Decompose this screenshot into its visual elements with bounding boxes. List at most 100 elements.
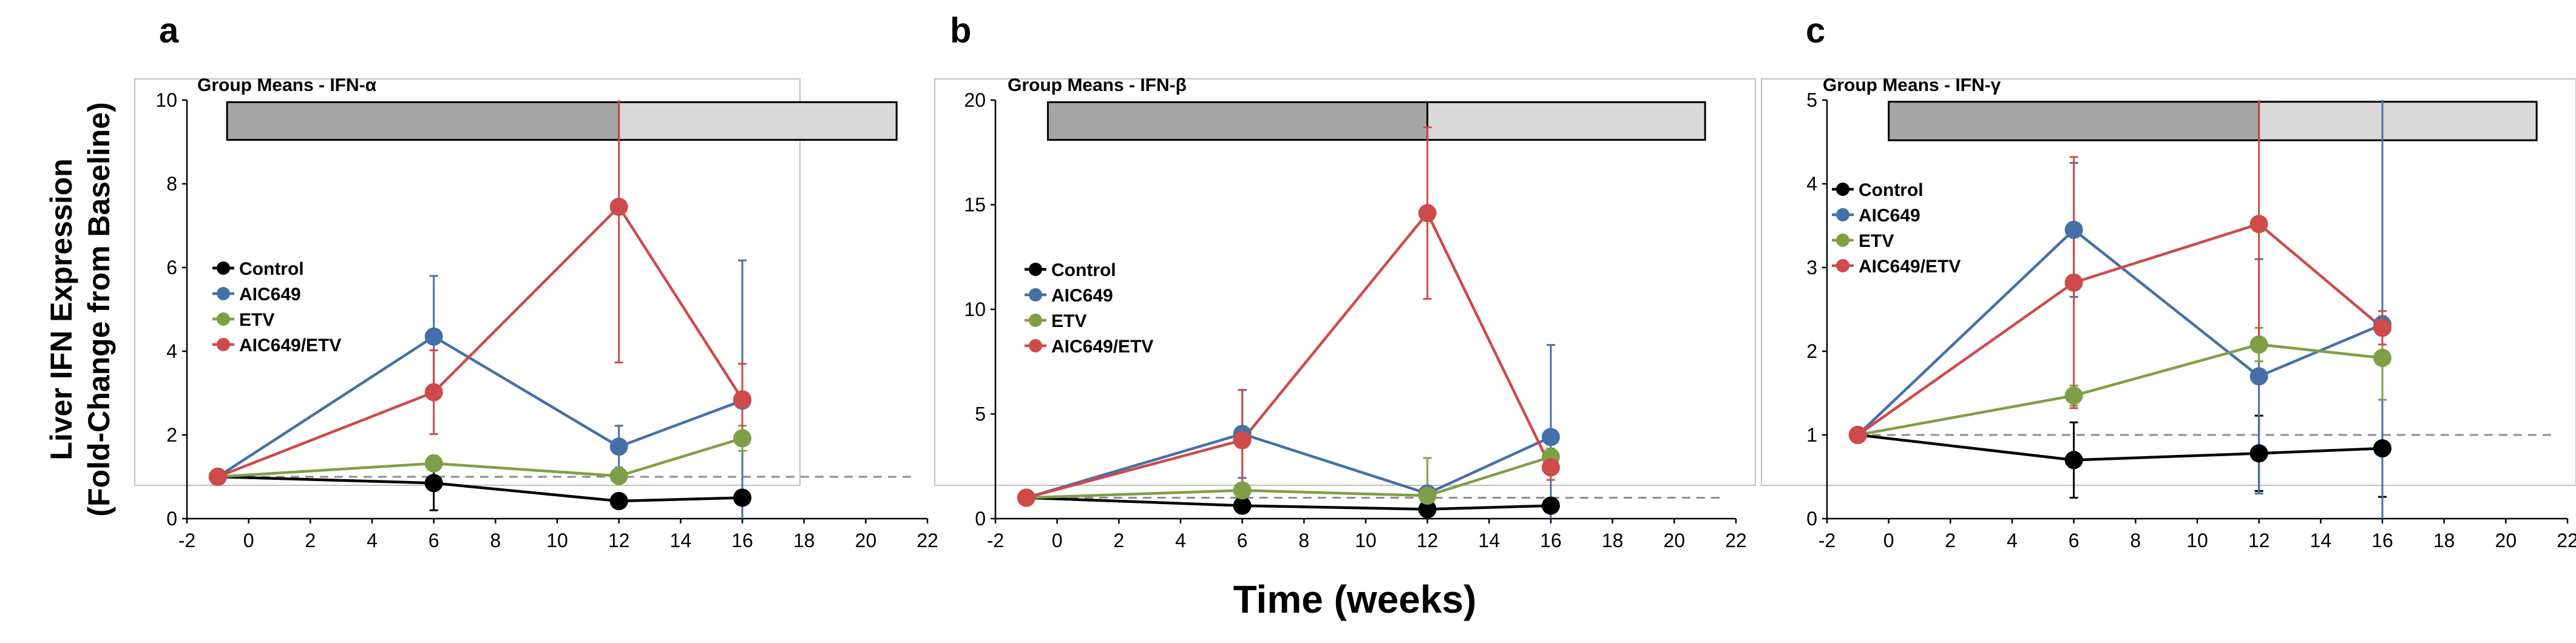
y-tick-label: 15: [964, 194, 986, 216]
x-tick-label: 6: [2069, 530, 2079, 551]
y-tick-label: 0: [166, 508, 177, 530]
series-line: [1026, 432, 1551, 499]
panel-title: Group Means - IFN-β: [1008, 75, 1187, 95]
legend-label: ETV: [239, 310, 274, 330]
y-tick-label: 3: [1806, 257, 1817, 278]
x-tick-label: 0: [243, 530, 254, 551]
data-point: [609, 197, 628, 216]
panel-title: Group Means - IFN-γ: [1823, 75, 2001, 95]
series-aic649-etv: [1026, 126, 1555, 499]
data-point: [2249, 444, 2268, 463]
series-control: [217, 455, 747, 511]
series-line: [217, 475, 743, 503]
y-tick-label: 20: [964, 89, 986, 111]
series-control: [1857, 399, 2387, 499]
series-control: [1026, 496, 1555, 513]
x-tick-label: 10: [2186, 530, 2208, 551]
series-line: [217, 335, 743, 478]
series-line: [1857, 433, 2383, 462]
data-point: [1233, 496, 1252, 515]
legend-swatch-marker: [1029, 288, 1042, 301]
markers-control: [1848, 426, 2391, 470]
data-point: [733, 488, 751, 507]
panel-frame: [1761, 78, 2576, 486]
x-tick-label: 4: [367, 530, 378, 551]
y-axis-title-line1: Liver IFN Expression: [44, 158, 78, 460]
x-tick-label: 18: [2433, 530, 2455, 551]
markers-aic649-etv: [1848, 215, 2391, 444]
data-point: [1233, 481, 1252, 500]
x-tick-label: 16: [1540, 530, 1562, 551]
data-point: [1418, 500, 1437, 519]
panel-title: Group Means - IFN-α: [197, 75, 377, 95]
treatment-bar-light: [618, 101, 898, 141]
data-point: [609, 466, 628, 485]
y-tick-label: 5: [1806, 89, 1817, 111]
x-tick-label: 14: [1479, 530, 1500, 551]
series-line: [1026, 496, 1551, 511]
x-tick-label: 20: [855, 530, 877, 551]
x-tick-label: 2: [1945, 530, 1956, 551]
treatment-bar-dark: [1888, 101, 2260, 141]
data-point: [424, 474, 443, 493]
legend-swatch-marker: [217, 312, 230, 326]
x-tick-label: 8: [1298, 530, 1309, 551]
data-point: [733, 390, 751, 409]
x-tick-label: -2: [987, 530, 1004, 551]
data-point: [1233, 431, 1252, 449]
y-tick-label: 10: [155, 89, 177, 111]
data-point: [609, 437, 628, 456]
x-tick-label: 2: [305, 530, 316, 551]
treatment-bar-dark: [226, 101, 620, 141]
legend-swatch-marker: [1029, 263, 1042, 276]
data-point: [2373, 439, 2391, 458]
x-tick-label: 14: [670, 530, 692, 551]
x-tick-label: 18: [1602, 530, 1624, 551]
data-point: [2064, 273, 2083, 292]
treatment-bar-dark: [1046, 101, 1429, 141]
legend-swatch-marker: [1836, 234, 1849, 247]
series-line: [1026, 456, 1551, 499]
markers-aic649-etv: [208, 197, 751, 486]
x-tick-label: 8: [490, 530, 501, 551]
y-tick-label: 4: [166, 340, 177, 362]
y-tick-label: 0: [975, 508, 986, 530]
series-etv: [217, 425, 747, 482]
x-tick-label: 0: [1883, 530, 1894, 551]
series-etv: [1857, 315, 2387, 437]
x-tick-label: 16: [2371, 530, 2393, 551]
data-point: [2064, 451, 2083, 470]
x-tick-label: 14: [2310, 530, 2332, 551]
markers-aic649: [1848, 220, 2391, 444]
series-aic649-etv: [217, 100, 747, 479]
series-line: [1857, 343, 2383, 437]
markers-aic649-etv: [1017, 204, 1560, 507]
legend-swatch-marker: [1836, 259, 1849, 272]
data-point: [2064, 220, 2083, 239]
x-tick-label: 6: [1237, 530, 1248, 551]
treatment-bar-light: [1426, 101, 1706, 141]
data-point: [208, 468, 227, 486]
y-tick-label: 5: [975, 403, 986, 425]
legend: Control AIC649 ETV AIC649/ETV: [1025, 260, 1153, 357]
y-tick-label: 2: [166, 424, 177, 446]
markers-etv: [1848, 335, 2391, 444]
x-tick-label: 10: [546, 530, 568, 551]
data-point: [733, 429, 751, 448]
y-tick-label: 0: [1806, 508, 1817, 530]
treatment-bar-light: [2258, 101, 2538, 141]
legend: Control AIC649 ETV AIC649/ETV: [1832, 180, 1961, 277]
x-tick-label: 22: [2557, 530, 2576, 551]
data-point: [1542, 458, 1560, 477]
legend-label: AIC649/ETV: [239, 335, 341, 355]
data-point: [1542, 428, 1560, 446]
series-aic649: [1857, 100, 2384, 519]
data-point: [2373, 318, 2391, 337]
y-axis-title: Liver IFN Expression (Fold-Change from B…: [44, 102, 116, 516]
legend-label: AIC649/ETV: [1051, 337, 1153, 357]
legend-swatch-marker: [217, 287, 230, 300]
